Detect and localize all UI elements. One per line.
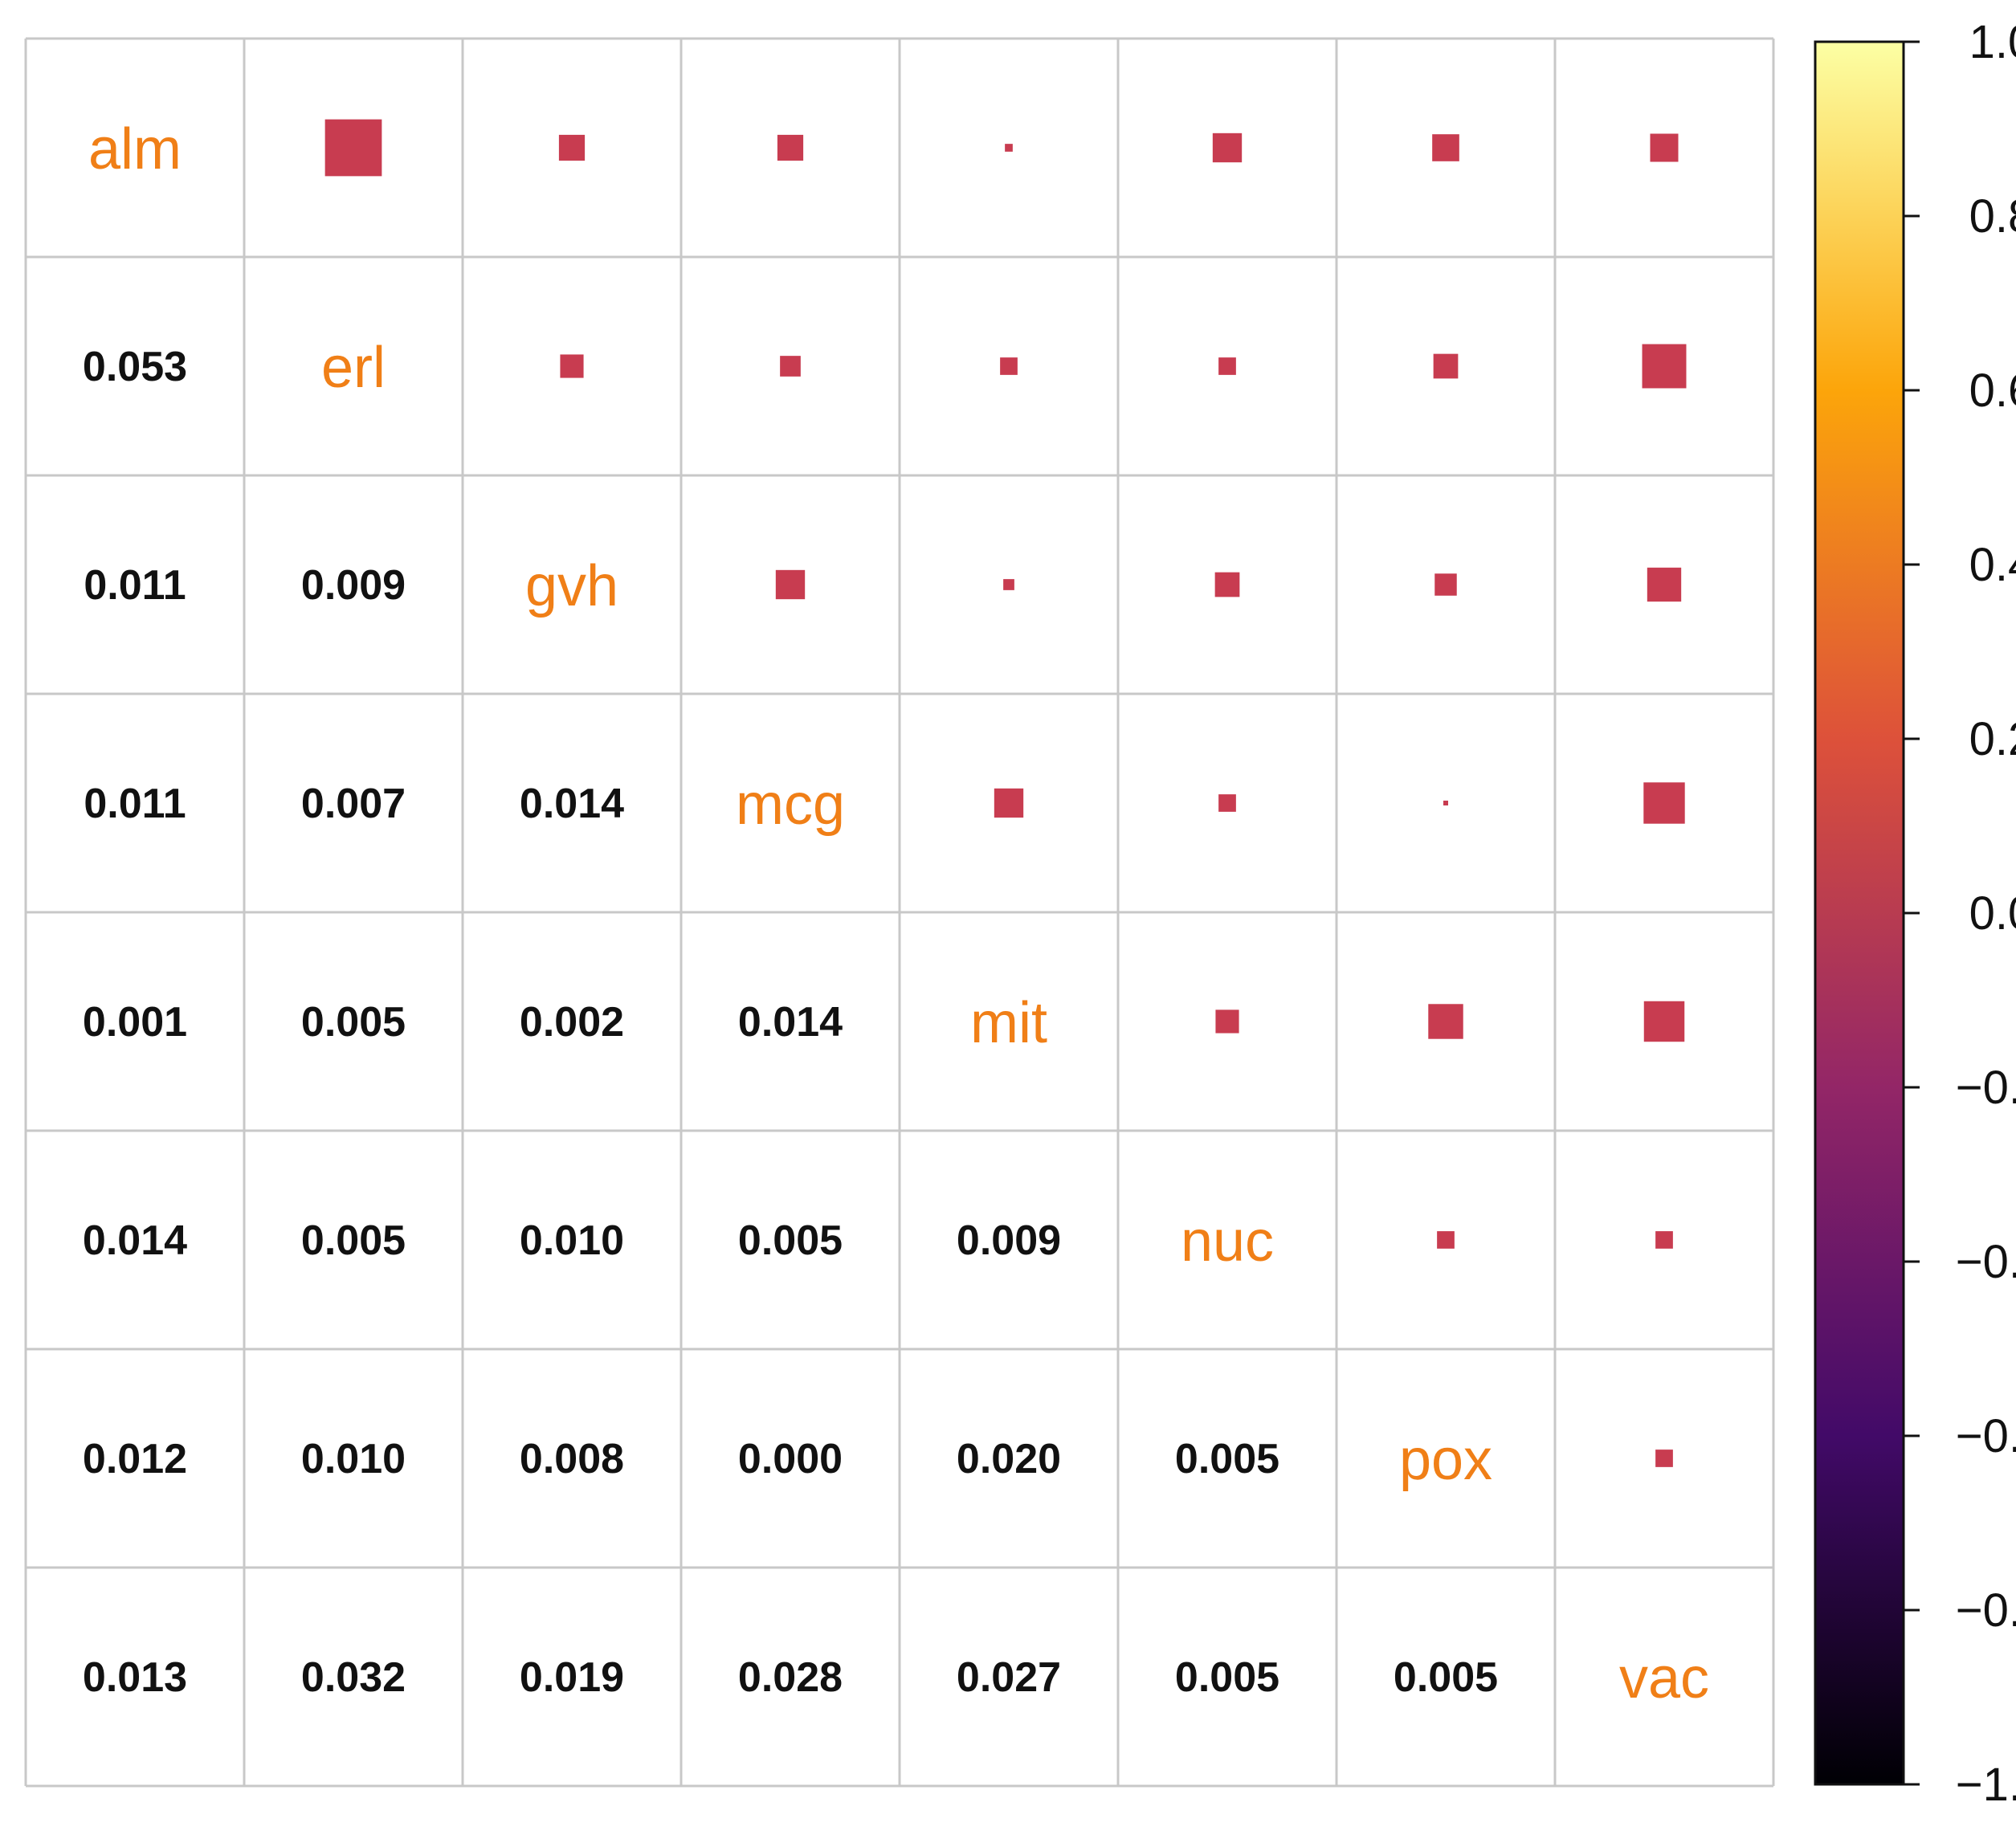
correlation-value-mcg-gvh: 0.014 <box>520 781 624 827</box>
colorbar-tick-label: 0.4 <box>1969 539 2016 591</box>
variable-label-nuc: nuc <box>1181 1209 1274 1274</box>
correlation-value-vac-nuc: 0.005 <box>1175 1654 1279 1701</box>
correlation-value-pox-mit: 0.020 <box>957 1436 1061 1482</box>
correlation-square-mcg-alm <box>777 134 804 161</box>
grid <box>24 37 1775 1788</box>
correlation-value-erl-alm: 0.053 <box>83 344 187 390</box>
correlation-square-vac-pox <box>1655 1449 1673 1467</box>
variable-label-pox: pox <box>1399 1428 1492 1492</box>
correlation-square-vac-nuc <box>1655 1231 1673 1249</box>
correlation-square-pox-alm <box>1432 134 1459 161</box>
correlation-glyphs <box>324 119 1687 1467</box>
correlation-value-vac-mcg: 0.028 <box>738 1654 843 1701</box>
variable-label-mcg: mcg <box>736 773 845 837</box>
correlation-value-mit-gvh: 0.002 <box>520 999 624 1046</box>
colorbar-tick-label: −0.6 <box>1956 1410 2016 1462</box>
cell-labels: alm 0.053 erl 0.011 0.009 gvh 0.011 0.007 0.014 m… <box>83 117 1709 1710</box>
variable-label-mit: mit <box>970 991 1047 1055</box>
correlation-value-nuc-gvh: 0.010 <box>520 1217 624 1264</box>
correlation-square-nuc-mit <box>1215 1009 1239 1034</box>
correlation-square-vac-gvh <box>1647 567 1682 602</box>
correlation-value-nuc-erl: 0.005 <box>301 1217 406 1264</box>
variable-label-erl: erl <box>321 336 386 400</box>
correlation-square-nuc-mcg <box>1218 794 1236 812</box>
colorbar-tick-label: 0.2 <box>1969 713 2016 765</box>
correlation-square-mcg-gvh <box>775 569 806 600</box>
correlation-value-mit-mcg: 0.014 <box>738 999 843 1046</box>
correlation-value-nuc-mcg: 0.005 <box>738 1217 843 1264</box>
correlation-square-pox-nuc <box>1437 1231 1455 1249</box>
correlation-value-vac-alm: 0.013 <box>83 1654 187 1701</box>
correlation-value-pox-alm: 0.012 <box>83 1436 187 1482</box>
correlation-square-vac-mcg <box>1643 782 1685 824</box>
colorbar-tick-label: −0.4 <box>1956 1236 2016 1288</box>
colorbar-tick-label: 0.0 <box>1969 887 2016 940</box>
correlation-value-mit-alm: 0.001 <box>83 999 187 1046</box>
correlation-square-mcg-erl <box>780 356 801 377</box>
correlation-square-gvh-erl <box>560 354 584 378</box>
correlation-square-pox-mit <box>1428 1004 1463 1039</box>
variable-label-gvh: gvh <box>525 554 618 618</box>
correlation-value-vac-gvh: 0.019 <box>520 1654 624 1701</box>
correlation-value-pox-nuc: 0.005 <box>1175 1436 1279 1482</box>
correlation-square-vac-erl <box>1642 344 1687 389</box>
variable-label-vac: vac <box>1619 1646 1709 1710</box>
colorbar: 1.0 0.8 0.6 0.4 0.2 0.0 −0.2 −0.4 −0.6 −0.8 −1.0 <box>1814 16 2016 1811</box>
colorbar-tick-label: −0.2 <box>1956 1062 2016 1114</box>
correlation-value-vac-mit: 0.027 <box>957 1654 1061 1701</box>
correlation-value-nuc-mit: 0.009 <box>957 1217 1061 1264</box>
correlation-value-pox-mcg: 0.000 <box>738 1436 843 1482</box>
correlation-value-nuc-alm: 0.014 <box>83 1217 187 1264</box>
correlation-square-gvh-alm <box>558 134 586 161</box>
correlation-square-nuc-alm <box>1212 133 1243 163</box>
colorbar-tick-label: 1.0 <box>1969 16 2016 68</box>
colorbar-gradient <box>1814 40 1905 1786</box>
correlation-square-pox-gvh <box>1434 573 1457 596</box>
correlation-value-vac-pox: 0.005 <box>1394 1654 1498 1701</box>
correlation-value-gvh-alm: 0.011 <box>84 562 186 609</box>
correlation-square-vac-mit <box>1643 1001 1685 1042</box>
correlation-square-erl-alm <box>324 119 382 177</box>
correlation-square-mit-mcg <box>994 788 1024 818</box>
colorbar-tick-label: 0.8 <box>1969 190 2016 243</box>
correlation-value-pox-erl: 0.010 <box>301 1436 406 1482</box>
correlation-square-vac-alm <box>1650 133 1679 162</box>
correlation-value-mit-erl: 0.005 <box>301 999 406 1046</box>
correlation-square-nuc-erl <box>1218 357 1236 375</box>
correlation-value-gvh-erl: 0.009 <box>301 562 406 609</box>
correlation-square-pox-mcg <box>1443 801 1448 805</box>
colorbar-tick-label: 0.6 <box>1969 365 2016 417</box>
correlation-value-vac-erl: 0.032 <box>301 1654 406 1701</box>
correlation-square-mit-alm <box>1005 144 1013 152</box>
variable-label-alm: alm <box>88 117 182 181</box>
correlation-value-pox-gvh: 0.008 <box>520 1436 624 1482</box>
correlation-square-pox-erl <box>1433 353 1459 379</box>
correlation-square-mit-erl <box>1000 357 1018 375</box>
correlation-square-mit-gvh <box>1003 579 1014 590</box>
correlation-square-nuc-gvh <box>1214 572 1240 597</box>
correlation-value-mcg-erl: 0.007 <box>301 781 406 827</box>
colorbar-tick-label: −1.0 <box>1956 1759 2016 1811</box>
colorbar-tick-label: −0.8 <box>1956 1584 2016 1637</box>
correlation-value-mcg-alm: 0.011 <box>84 781 186 827</box>
